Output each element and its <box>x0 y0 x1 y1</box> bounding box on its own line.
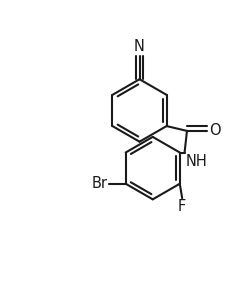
Text: N: N <box>134 39 145 54</box>
Text: NH: NH <box>186 154 208 169</box>
Text: F: F <box>178 199 186 214</box>
Text: Br: Br <box>92 176 108 191</box>
Text: O: O <box>209 123 221 138</box>
